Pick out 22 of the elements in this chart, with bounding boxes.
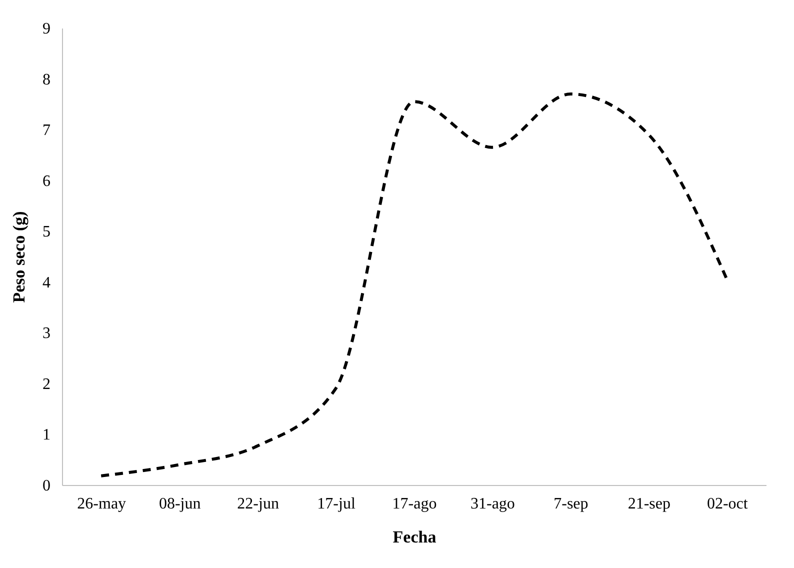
y-tick-label: 1 bbox=[42, 426, 50, 444]
x-tick-label: 17-ago bbox=[392, 496, 437, 512]
y-tick-label: 2 bbox=[42, 376, 50, 393]
x-tick-label: 7-sep bbox=[554, 496, 588, 512]
x-tick-label: 31-ago bbox=[470, 496, 515, 512]
x-tick-label: 17-jul bbox=[317, 496, 356, 512]
x-tick-label: 26-may bbox=[77, 496, 126, 512]
y-tick-label: 6 bbox=[42, 172, 50, 190]
y-tick-label: 7 bbox=[42, 122, 50, 140]
x-tick-label: 21-sep bbox=[628, 496, 670, 512]
y-tick-label: 9 bbox=[42, 20, 50, 38]
y-tick-label: 5 bbox=[42, 224, 50, 241]
x-tick-label: 22-jun bbox=[237, 496, 279, 512]
x-tick-label: 08-jun bbox=[158, 496, 201, 512]
y-axis-title: Peso seco (g) bbox=[10, 211, 28, 303]
line-series bbox=[100, 92, 728, 478]
y-tick-label: 0 bbox=[42, 478, 50, 494]
x-axis-title: Fecha bbox=[392, 528, 437, 546]
y-tick-label: 3 bbox=[42, 325, 50, 342]
x-tick-label: 02-oct bbox=[706, 496, 748, 512]
y-tick-label: 4 bbox=[42, 274, 50, 292]
y-tick-label: 8 bbox=[42, 71, 50, 88]
